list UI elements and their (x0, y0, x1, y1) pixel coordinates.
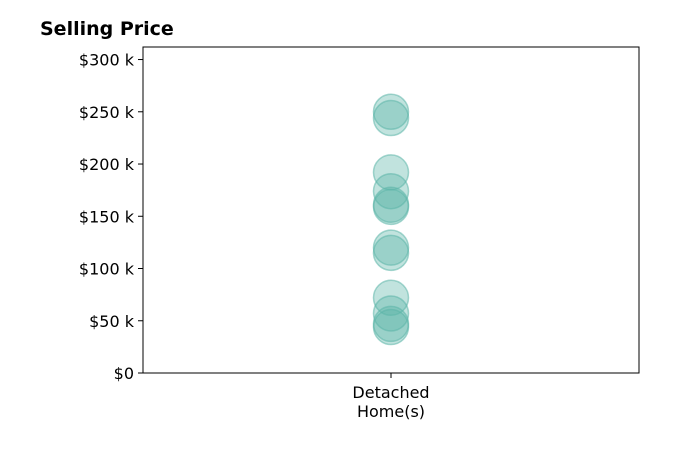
y-tick-label: $300 k (79, 51, 135, 70)
data-point (372, 188, 410, 226)
data-point (372, 229, 410, 266)
points-layer (372, 93, 410, 346)
y-tick-label: $200 k (79, 155, 135, 174)
data-point (372, 279, 410, 317)
x-category-label: Detached Home(s) (352, 383, 429, 421)
y-tick-label: $150 k (79, 207, 135, 226)
x-axis: Detached Home(s) (352, 373, 430, 421)
y-tick-label: $250 k (79, 103, 135, 122)
y-tick-label: $0 (114, 364, 134, 383)
chart-title: Selling Price (40, 18, 174, 40)
y-tick-label: $100 k (79, 260, 135, 279)
y-tick-label: $50 k (89, 312, 135, 331)
data-point (372, 308, 410, 346)
data-point (372, 234, 410, 272)
data-point (372, 295, 410, 332)
y-axis: $0 $50 k $100 k $150 k $200 k $250 k $300 k (79, 51, 143, 383)
data-point (372, 99, 410, 137)
data-point (372, 172, 410, 210)
